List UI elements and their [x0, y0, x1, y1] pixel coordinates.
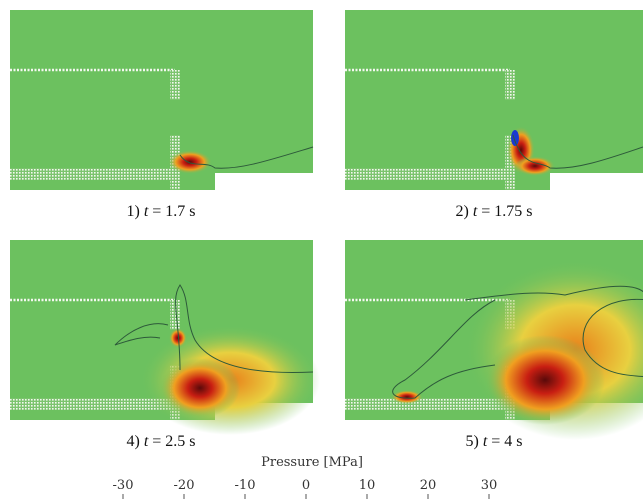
panel-5 — [345, 240, 643, 440]
caption-value: = 1.75 s — [481, 203, 532, 220]
colorbar-tick-label: 30 — [481, 478, 498, 493]
caption-value: = 4 s — [491, 433, 522, 450]
panel-4 — [10, 240, 320, 435]
panel-1 — [10, 10, 313, 190]
panel-caption: 1) t = 1.7 s — [126, 203, 195, 220]
colorbar-tick-label: 10 — [359, 478, 376, 493]
caption-index: 2) — [455, 203, 468, 220]
colorbar-tick-label: -10 — [235, 478, 256, 493]
colorbar-tick-label: -30 — [113, 478, 134, 493]
caption-value: = 2.5 s — [152, 433, 195, 450]
figure: 1) t = 1.7 s 2) t = 1.75 s 4) t = 2.5 s 5) … — [0, 0, 643, 499]
panel-2 — [345, 10, 643, 190]
colorbar-tick-label: -20 — [174, 478, 195, 493]
caption-index: 5) — [465, 433, 478, 450]
caption-index: 1) — [126, 203, 139, 220]
colorbar-label: Pressure [MPa] — [261, 455, 363, 470]
panel-caption: 2) t = 1.75 s — [455, 203, 532, 220]
figure-canvas: 1) t = 1.7 s 2) t = 1.75 s 4) t = 2.5 s 5) … — [0, 0, 643, 499]
caption-index: 4) — [126, 433, 139, 450]
caption-value: = 1.7 s — [152, 203, 195, 220]
colorbar-tick-label: 20 — [420, 478, 437, 493]
panel-caption: 5) t = 4 s — [465, 433, 522, 450]
colorbar-ticks: -30 -20 -10 0 10 20 30 — [113, 478, 498, 499]
colorbar-tick-label: 0 — [302, 478, 310, 493]
panel-caption: 4) t = 2.5 s — [126, 433, 195, 450]
